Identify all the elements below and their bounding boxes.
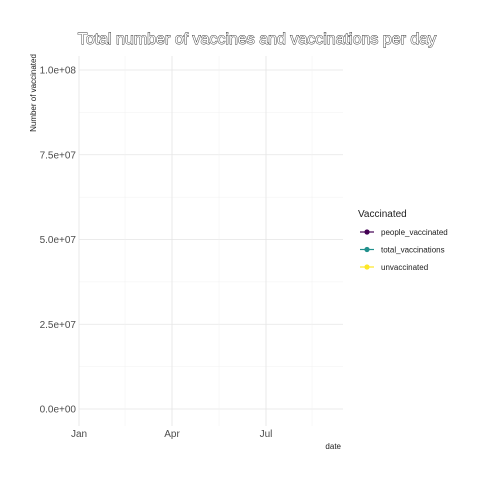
x-tick-label: Jul [260,429,273,440]
x-axis-ticks: Jan Apr Jul [71,429,272,440]
y-axis-title: Number of vaccinated [29,54,38,132]
legend-key-point [364,246,370,253]
y-tick-label: 0.0e+00 [40,405,77,416]
x-tick-label: Jan [71,429,87,440]
x-tick-label: Apr [164,429,180,440]
y-tick-label: 7.5e+07 [40,150,77,161]
legend-label: unvaccinated [381,263,428,272]
y-tick-label: 5.0e+07 [40,235,77,246]
legend-key-point [364,264,370,270]
x-axis-title: date [325,442,341,451]
legend-label: people_vaccinated [381,228,448,237]
legend: Vaccinated people_vaccinated total_vaccin… [358,209,448,272]
y-axis-ticks: 0.0e+00 2.5e+07 5.0e+07 7.5e+07 1.0e+08 [40,66,77,416]
plot-area [78,56,343,426]
y-tick-label: 2.5e+07 [40,320,77,331]
legend-label: total_vaccinations [381,246,445,255]
legend-title: Vaccinated [358,209,407,220]
chart-title: Total number of vaccines and vaccination… [78,31,436,48]
legend-key-point [364,229,370,235]
y-tick-label: 1.0e+08 [40,66,77,77]
